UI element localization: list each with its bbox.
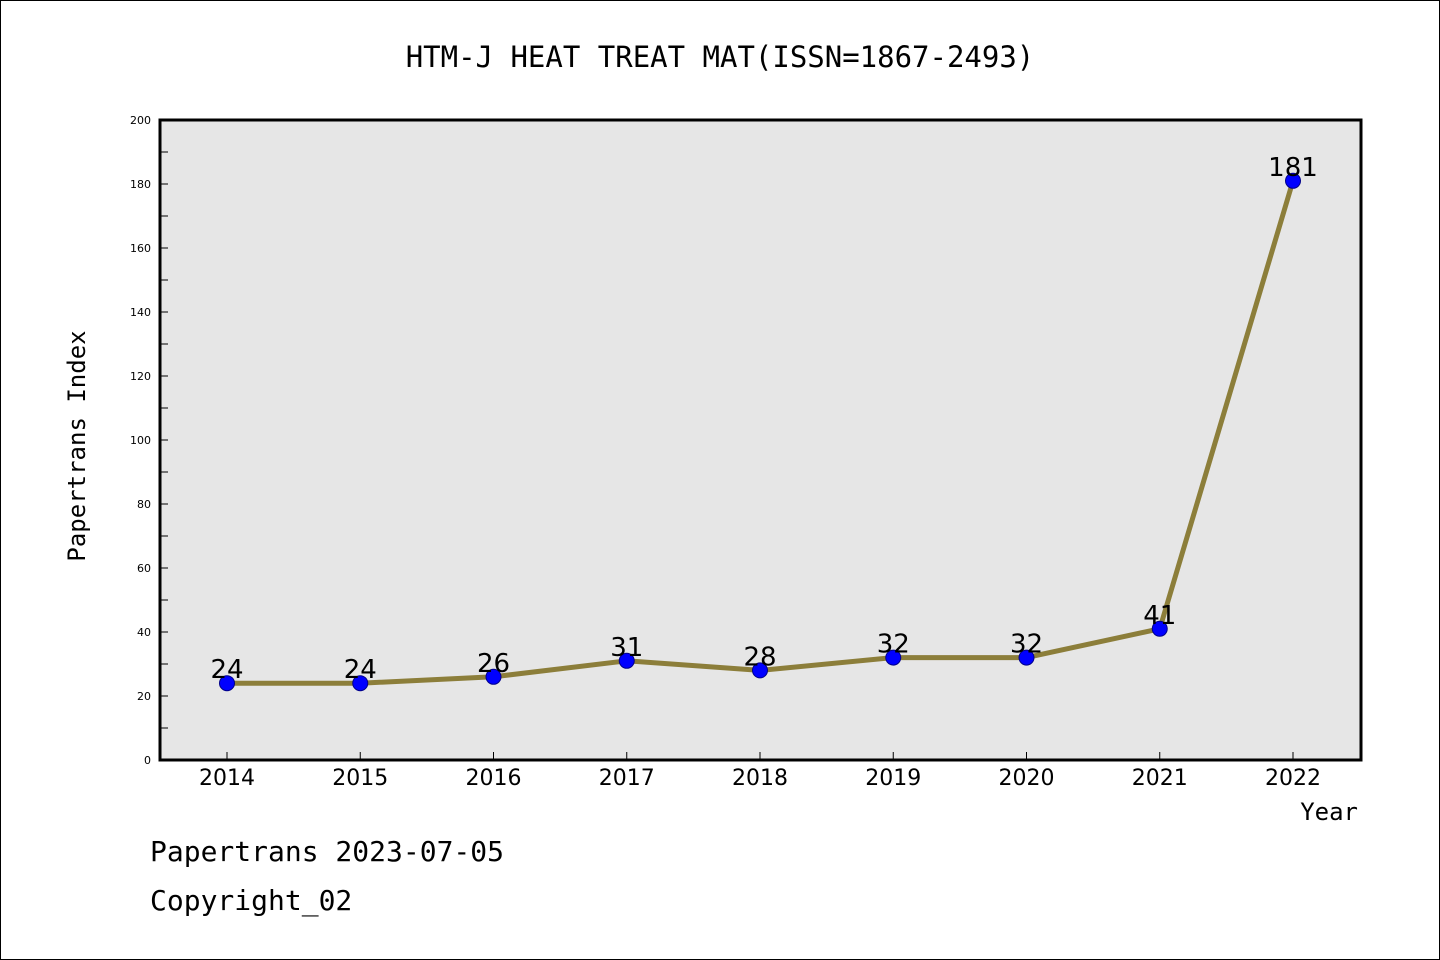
data-point bbox=[885, 649, 902, 666]
data-label: 31 bbox=[610, 633, 643, 663]
y-tick-label: 160 bbox=[130, 242, 151, 255]
y-axis: 0 20 40 60 80 100 120 140 160 180 200 bbox=[130, 114, 168, 767]
y-tick-label: 80 bbox=[137, 498, 151, 511]
x-tick-label: 2015 bbox=[332, 766, 388, 791]
data-label: 24 bbox=[344, 655, 377, 685]
x-tick-label: 2021 bbox=[1132, 766, 1188, 791]
data-labels-group: 24 24 26 31 28 32 32 41 181 bbox=[210, 153, 1317, 685]
plot-area bbox=[158, 118, 1363, 762]
data-points-group bbox=[219, 172, 1301, 692]
data-point bbox=[618, 652, 635, 669]
x-tick-label: 2019 bbox=[865, 766, 921, 791]
data-point bbox=[352, 675, 369, 692]
data-point bbox=[752, 662, 768, 679]
data-point bbox=[1151, 620, 1168, 637]
y-tick-label: 20 bbox=[137, 690, 151, 703]
y-tick-label: 140 bbox=[130, 306, 151, 319]
data-point bbox=[1285, 172, 1301, 189]
data-label: 32 bbox=[1010, 630, 1043, 660]
data-label: 24 bbox=[210, 655, 243, 685]
x-tick-label: 2016 bbox=[466, 766, 522, 791]
footer-date-line: Papertrans 2023-07-05 bbox=[150, 835, 505, 868]
y-tick-label: 40 bbox=[137, 626, 151, 639]
footer-copyright-line: Copyright_02 bbox=[150, 884, 353, 917]
data-point bbox=[219, 675, 235, 692]
y-tick-label: 120 bbox=[130, 370, 151, 383]
data-label: 41 bbox=[1143, 601, 1176, 631]
y-axis-label: Papertrans Index bbox=[63, 330, 91, 561]
data-label: 32 bbox=[877, 630, 910, 660]
x-tick-label: 2018 bbox=[732, 766, 788, 791]
x-tick-label: 2020 bbox=[999, 766, 1055, 791]
x-tick-label: 2022 bbox=[1265, 766, 1321, 791]
data-point bbox=[485, 668, 502, 685]
data-label: 28 bbox=[743, 642, 776, 672]
chart-title: HTM-J HEAT TREAT MAT(ISSN=1867-2493) bbox=[406, 40, 1035, 74]
x-tick-label: 2017 bbox=[599, 766, 655, 791]
data-point bbox=[1018, 649, 1035, 666]
y-tick-label: 180 bbox=[130, 178, 151, 191]
x-axis-label: Year bbox=[1300, 798, 1358, 826]
data-label: 181 bbox=[1268, 153, 1318, 183]
y-tick-label: 200 bbox=[130, 114, 151, 127]
x-axis: 2014 2015 2016 2017 2018 2019 2020 2021 2022 bbox=[199, 752, 1321, 791]
x-tick-label: 2014 bbox=[199, 766, 255, 791]
data-label: 26 bbox=[477, 649, 510, 679]
y-tick-label: 100 bbox=[130, 434, 151, 447]
y-tick-label: 0 bbox=[144, 754, 151, 767]
y-tick-label: 60 bbox=[137, 562, 151, 575]
